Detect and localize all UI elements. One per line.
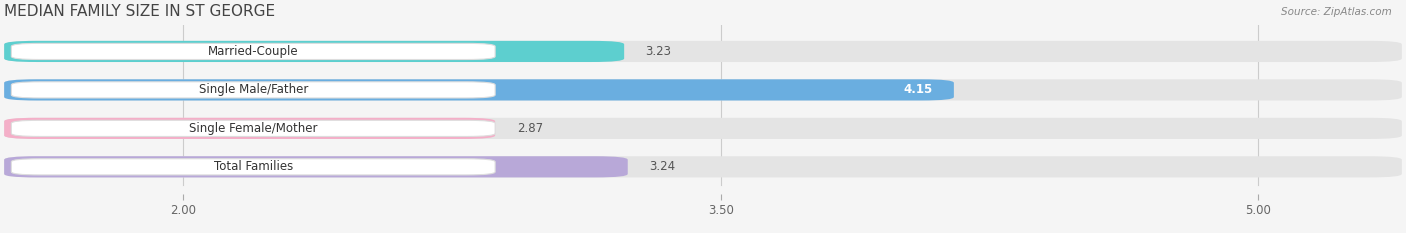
FancyBboxPatch shape	[4, 79, 953, 100]
FancyBboxPatch shape	[4, 156, 1402, 177]
FancyBboxPatch shape	[11, 159, 495, 175]
Text: Total Families: Total Families	[214, 160, 292, 173]
FancyBboxPatch shape	[4, 118, 495, 139]
FancyBboxPatch shape	[4, 118, 1402, 139]
Text: Single Female/Mother: Single Female/Mother	[188, 122, 318, 135]
Text: 2.87: 2.87	[516, 122, 543, 135]
FancyBboxPatch shape	[11, 43, 495, 59]
Text: Single Male/Father: Single Male/Father	[198, 83, 308, 96]
FancyBboxPatch shape	[4, 79, 1402, 100]
FancyBboxPatch shape	[4, 41, 624, 62]
Text: MEDIAN FAMILY SIZE IN ST GEORGE: MEDIAN FAMILY SIZE IN ST GEORGE	[4, 4, 276, 19]
Text: 3.23: 3.23	[645, 45, 672, 58]
FancyBboxPatch shape	[11, 120, 495, 137]
FancyBboxPatch shape	[11, 82, 495, 98]
FancyBboxPatch shape	[4, 156, 627, 177]
Text: Source: ZipAtlas.com: Source: ZipAtlas.com	[1281, 7, 1392, 17]
Text: Married-Couple: Married-Couple	[208, 45, 298, 58]
Text: 4.15: 4.15	[903, 83, 932, 96]
Text: 3.24: 3.24	[650, 160, 675, 173]
FancyBboxPatch shape	[4, 41, 1402, 62]
